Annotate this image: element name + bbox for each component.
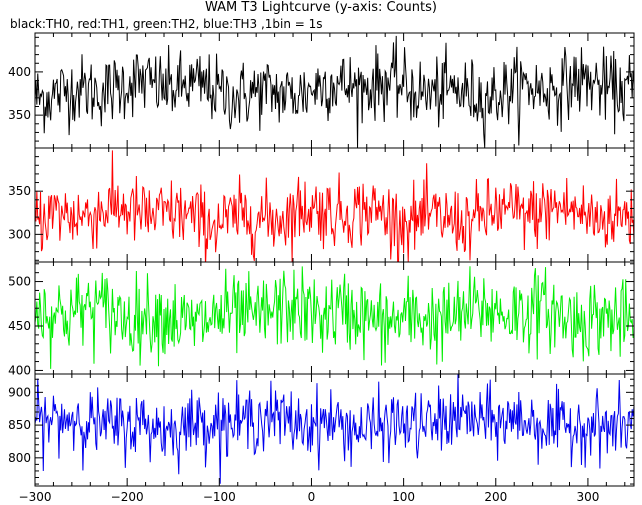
y-tick-label-TH1: 350 [8,184,31,198]
series-line-TH2 [35,266,634,369]
y-tick-label-TH2: 450 [8,319,31,333]
x-tick-label: −100 [203,490,236,504]
y-tick-label-TH3: 850 [8,418,31,432]
x-tick-label: −200 [111,490,144,504]
y-tick-label-TH3: 800 [8,451,31,465]
y-tick-label-TH0: 400 [8,65,31,79]
y-tick-label-TH2: 400 [8,363,31,377]
y-tick-label-TH1: 300 [8,227,31,241]
series-line-TH0 [35,35,634,148]
x-tick-label: −300 [19,490,52,504]
y-tick-label-TH2: 500 [8,275,31,289]
chart-subtitle: black:TH0, red:TH1, green:TH2, blue:TH3 … [10,17,323,31]
series-line-TH1 [35,150,634,262]
chart-title: WAM T3 Lightcurve (y-axis: Counts) [205,0,437,15]
y-tick-label-TH0: 350 [8,108,31,122]
series-line-TH3 [35,374,634,484]
x-tick-label: 200 [484,490,507,504]
panel-frame-TH3 [34,373,635,487]
x-tick-label: 300 [576,490,599,504]
x-tick-label: 100 [392,490,415,504]
y-tick-label-TH3: 900 [8,385,31,399]
x-tick-label: 0 [308,490,316,504]
